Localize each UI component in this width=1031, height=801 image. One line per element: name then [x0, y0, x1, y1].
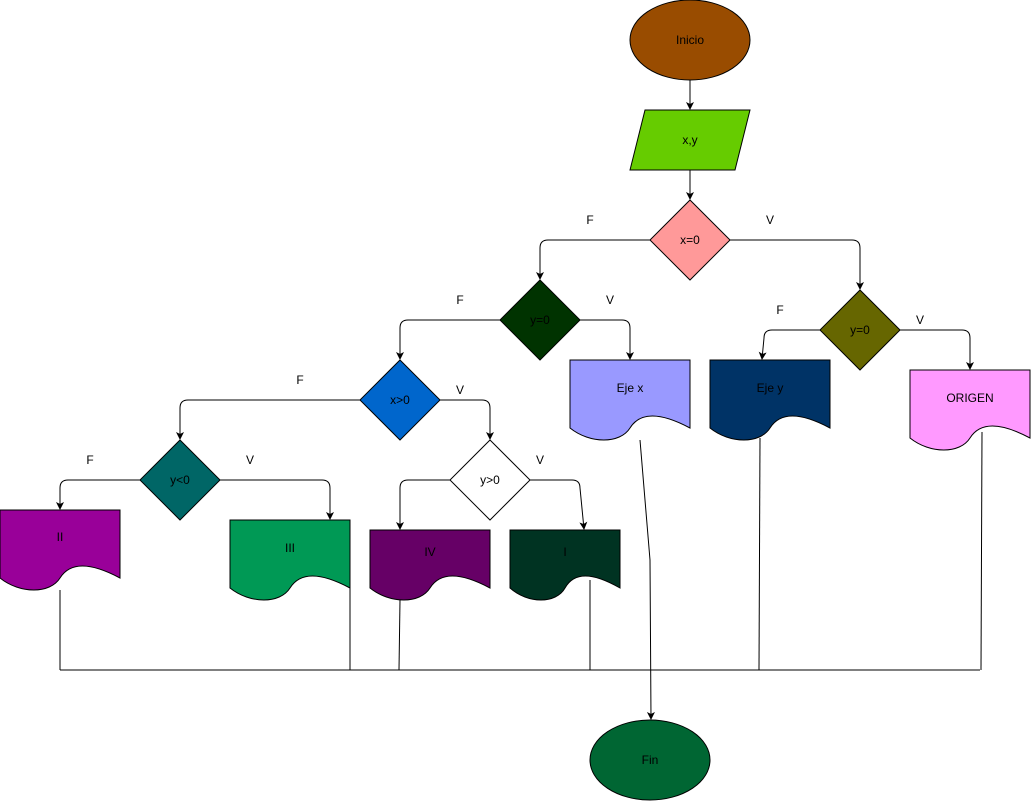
edge-ylt0-true	[220, 479, 334, 520]
decision-ylt0-label: y<0	[170, 473, 190, 487]
end-label: Fin	[642, 753, 659, 767]
edge-ejex-to-end	[639, 439, 655, 720]
output-eje-y-label: Eje y	[757, 381, 784, 395]
decision-ygt0-diamond	[449, 439, 531, 521]
input-label: x,y	[682, 133, 697, 147]
label-y0-right-true: V	[916, 313, 924, 327]
node-decision-xgt0[interactable]: x>0	[359, 359, 441, 441]
node-decision-y0-left[interactable]: y=0	[499, 279, 581, 361]
node-output-III[interactable]: III	[229, 519, 351, 601]
decision-xgt0-label: x>0	[390, 393, 410, 407]
label-x0-true: V	[766, 213, 774, 227]
decision-xgt0-diamond	[359, 359, 441, 441]
node-output-IV[interactable]: IV	[369, 529, 491, 601]
output-III-document-shape	[229, 519, 351, 601]
label-xgt0-false: F	[296, 373, 303, 387]
start-terminator-shape	[629, 0, 751, 81]
edge-ygt0-true	[530, 479, 588, 530]
output-I-document-shape	[509, 529, 621, 601]
node-input[interactable]: x,y	[629, 109, 751, 171]
decision-y0-left-label: y=0	[530, 313, 550, 327]
edge-xgt0-false	[176, 399, 360, 440]
node-decision-ylt0[interactable]: y<0	[139, 439, 221, 521]
edge-x0-true	[730, 239, 864, 290]
output-origen-document-shape	[909, 369, 1031, 451]
decision-y0-left-diamond	[499, 279, 581, 361]
output-eje-x-document-shape	[569, 359, 691, 441]
decision-ygt0-label: y>0	[480, 473, 500, 487]
decision-y0-right-diamond	[819, 289, 901, 371]
node-end[interactable]: Fin	[589, 719, 711, 801]
node-output-origen[interactable]: ORIGEN	[909, 369, 1031, 451]
output-eje-x-label: Eje x	[617, 381, 644, 395]
edge-ygt0-false	[396, 479, 450, 530]
edge-ejey-to-collector	[758, 437, 761, 671]
decision-y0-right-label: y=0	[850, 323, 870, 337]
output-origen-label: ORIGEN	[946, 391, 993, 405]
edge-y0-right-true	[900, 329, 974, 370]
label-ylt0-true: V	[246, 453, 254, 467]
output-IV-document-shape	[369, 529, 491, 601]
decision-x0-diamond	[649, 199, 731, 281]
output-I-label: I	[563, 545, 566, 559]
edge-x0-false	[536, 239, 650, 280]
output-IV-label: IV	[424, 545, 435, 559]
end-terminator-shape	[589, 719, 711, 801]
edge-labels: F V F V F V F V F V V	[86, 213, 924, 467]
node-decision-x0[interactable]: x=0	[649, 199, 731, 281]
label-y0-left-false: F	[456, 293, 463, 307]
decision-ylt0-diamond	[139, 439, 221, 521]
edge-origen-to-collector	[980, 431, 983, 671]
edge-y0-left-true	[580, 319, 634, 360]
edge-IV-to-collector	[398, 599, 401, 671]
output-II-document-shape	[0, 509, 121, 591]
edge-y0-right-false	[758, 329, 820, 360]
label-x0-false: F	[586, 213, 593, 227]
label-ygt0-true: V	[536, 453, 544, 467]
edge-y0-left-false	[396, 319, 500, 360]
start-label: Inicio	[676, 33, 704, 47]
node-decision-ygt0[interactable]: y>0	[449, 439, 531, 521]
node-output-eje-y[interactable]: Eje y	[709, 359, 831, 441]
input-parallelogram-shape	[629, 109, 751, 171]
label-y0-left-true: V	[606, 293, 614, 307]
edge-ylt0-false	[56, 479, 140, 510]
node-output-I[interactable]: I	[509, 529, 621, 601]
output-III-label: III	[285, 541, 295, 555]
node-output-II[interactable]: II	[0, 509, 121, 591]
node-decision-y0-right[interactable]: y=0	[819, 289, 901, 371]
label-ylt0-false: F	[86, 453, 93, 467]
decision-x0-label: x=0	[680, 233, 700, 247]
output-eje-y-document-shape	[709, 359, 831, 441]
label-y0-right-false: F	[776, 303, 783, 317]
output-II-label: II	[57, 530, 64, 544]
label-xgt0-true: V	[456, 383, 464, 397]
connectors	[56, 80, 983, 720]
edge-xgt0-true	[440, 399, 494, 440]
node-output-eje-x[interactable]: Eje x	[569, 359, 691, 441]
node-start[interactable]: Inicio	[629, 0, 751, 81]
